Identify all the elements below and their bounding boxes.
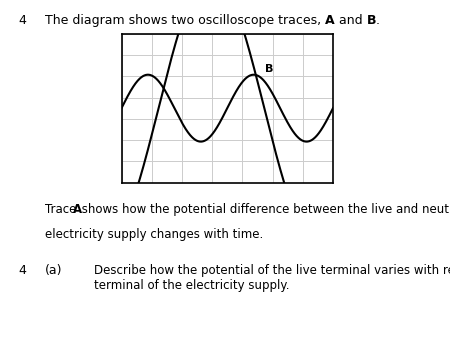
Text: shows how the potential difference between the live and neutral terminals of an: shows how the potential difference betwe… <box>78 203 450 216</box>
Text: 4: 4 <box>18 264 26 276</box>
Text: .: . <box>376 14 380 26</box>
Text: Describe how the potential of the live terminal varies with respect to the neutr: Describe how the potential of the live t… <box>94 264 450 292</box>
Text: Trace: Trace <box>45 203 80 216</box>
Text: The diagram shows two oscilloscope traces,: The diagram shows two oscilloscope trace… <box>45 14 325 26</box>
Text: (a): (a) <box>45 264 63 276</box>
Text: A: A <box>73 203 82 216</box>
Text: 4: 4 <box>18 14 26 26</box>
Text: A: A <box>325 14 335 26</box>
Text: and: and <box>335 14 366 26</box>
Text: electricity supply changes with time.: electricity supply changes with time. <box>45 228 263 241</box>
Text: B: B <box>266 65 274 74</box>
Text: B: B <box>366 14 376 26</box>
